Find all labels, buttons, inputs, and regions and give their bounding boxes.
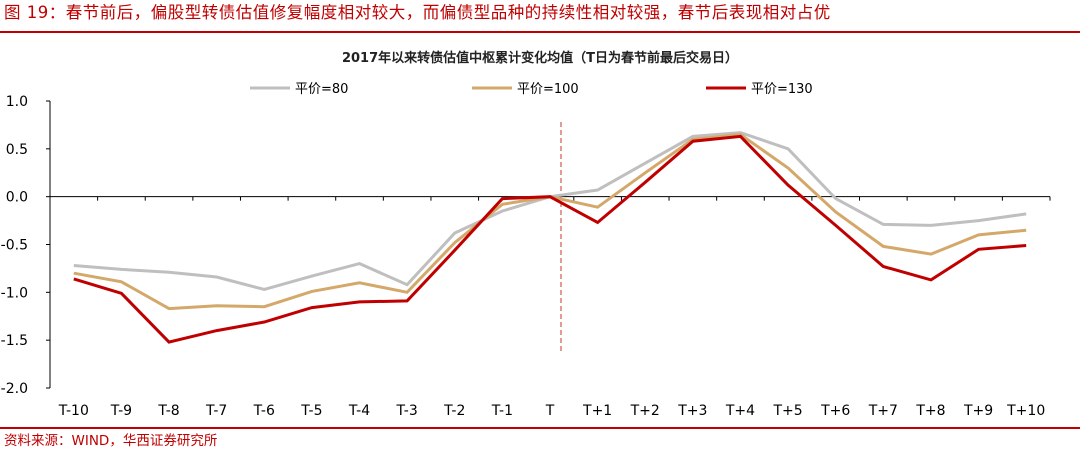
x-tick-labels: T-10 T-9 T-8 T-7 T-6 T-5 T-4 T-3 T-2 T-1 T T+1 T+2 T+…	[58, 403, 1046, 419]
x-tick-label: T-5	[300, 403, 322, 419]
x-tick-label: T+3	[677, 403, 707, 419]
legend: 平价=80 平价=100 平价=130	[250, 82, 813, 97]
source-rule	[0, 427, 1080, 429]
series-line	[73, 134, 1027, 344]
x-tick-label: T+10	[1006, 403, 1045, 419]
line-chart: 2017年以来转债估值中枢累计变化均值（T日为春节前最后交易日） 平价=80 平价…	[1, 50, 1051, 419]
legend-label: 平价=130	[751, 82, 813, 97]
series-lines	[73, 131, 1027, 344]
legend-label: 平价=80	[295, 82, 348, 97]
x-tick-label: T+8	[915, 403, 945, 419]
y-tick-label: -1.5	[1, 333, 28, 349]
y-tick-label: 0.5	[6, 142, 28, 158]
x-tick-label: T	[545, 403, 555, 419]
x-tick-label: T+6	[820, 403, 850, 419]
x-tick-label: T-3	[396, 403, 418, 419]
y-tick-label: 0.0	[6, 190, 28, 206]
x-tick-label: T-7	[205, 403, 227, 419]
y-tick-label: -1.0	[1, 285, 28, 301]
y-tick-label: 1.0	[6, 94, 28, 110]
x-tick-label: T-6	[253, 403, 275, 419]
series-line	[73, 132, 1027, 311]
legend-label: 平价=100	[517, 82, 579, 97]
x-tick-label: T+1	[582, 403, 612, 419]
x-tick-label: T+4	[725, 403, 755, 419]
chart-title: 2017年以来转债估值中枢累计变化均值（T日为春节前最后交易日）	[342, 50, 738, 66]
x-tick-label: T+5	[772, 403, 802, 419]
x-tick-label: T+2	[630, 403, 660, 419]
x-tick-label: T-4	[348, 403, 370, 419]
x-tick-label: T+7	[868, 403, 898, 419]
figure-title: 图 19：春节前后，偏股型转债估值修复幅度相对较大，而偏债型品种的持续性相对较强…	[4, 3, 831, 22]
axes	[46, 100, 1051, 389]
y-tick-label: -0.5	[1, 238, 28, 254]
x-tick-label: T-9	[110, 403, 132, 419]
source-note: 资料来源：WIND，华西证券研究所	[4, 433, 218, 449]
x-tick-label: T+9	[963, 403, 993, 419]
x-tick-label: T-8	[157, 403, 179, 419]
y-tick-label: -2.0	[1, 381, 28, 397]
x-tick-label: T-10	[58, 403, 89, 419]
title-rule	[0, 31, 1080, 33]
x-tick-label: T-1	[491, 403, 513, 419]
y-tick-labels: -2.0 -1.5 -1.0 -0.5 0.0 0.5 1.0	[1, 94, 28, 397]
x-tick-label: T-2	[443, 403, 465, 419]
